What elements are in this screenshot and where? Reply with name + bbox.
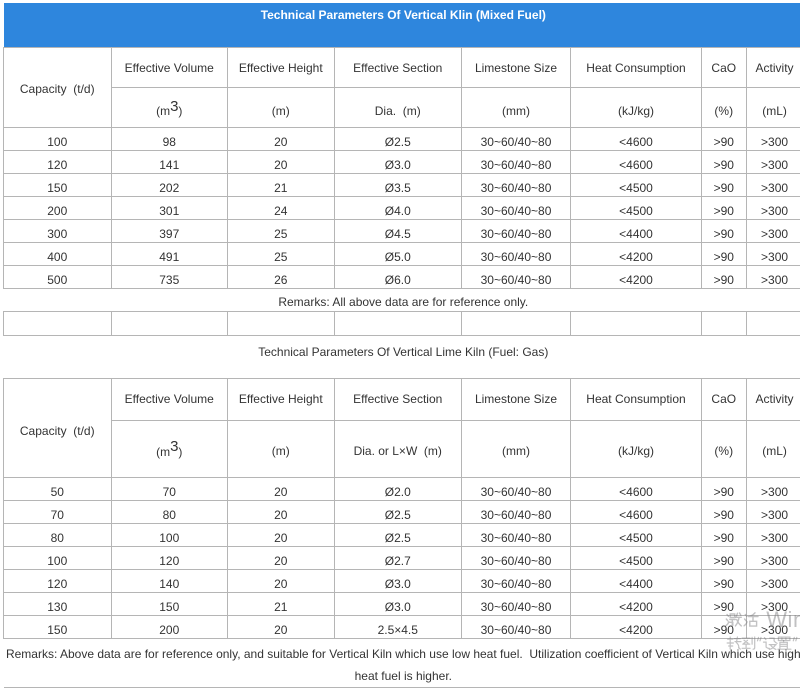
svg-text:Windows: Windows xyxy=(766,607,800,632)
